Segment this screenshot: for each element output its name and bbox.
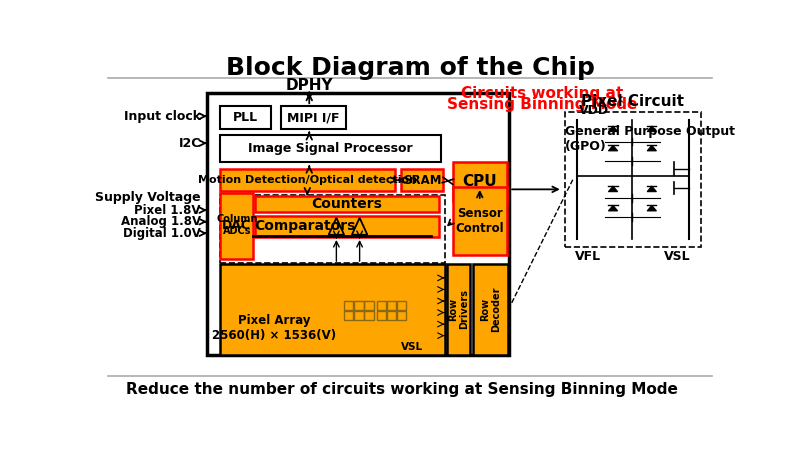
Text: SRAM: SRAM: [402, 174, 442, 187]
Text: Analog 1.8V: Analog 1.8V: [121, 215, 201, 228]
Text: VSL: VSL: [664, 250, 690, 263]
Text: Pixel 1.8V: Pixel 1.8V: [134, 204, 201, 217]
Text: Reduce the number of circuits working at Sensing Binning Mode: Reduce the number of circuits working at…: [126, 382, 678, 397]
Polygon shape: [647, 205, 657, 211]
Text: MIPI I/F: MIPI I/F: [287, 111, 340, 124]
Text: Motion Detection/Optical detection: Motion Detection/Optical detection: [198, 175, 417, 185]
FancyBboxPatch shape: [220, 169, 394, 191]
Polygon shape: [647, 145, 657, 151]
FancyBboxPatch shape: [453, 162, 507, 201]
Text: Counters: Counters: [311, 197, 382, 211]
Text: Column
ADCs: Column ADCs: [217, 214, 258, 236]
FancyBboxPatch shape: [281, 106, 346, 129]
Polygon shape: [609, 145, 618, 151]
Text: Row
Decoder: Row Decoder: [480, 287, 502, 332]
Text: Pixel Array
2560(H) × 1536(V): Pixel Array 2560(H) × 1536(V): [212, 314, 337, 342]
FancyBboxPatch shape: [255, 196, 438, 212]
FancyBboxPatch shape: [207, 93, 509, 355]
Text: DAC: DAC: [222, 219, 251, 233]
FancyBboxPatch shape: [473, 264, 509, 355]
Text: I2C: I2C: [178, 136, 201, 150]
FancyBboxPatch shape: [220, 136, 441, 162]
Text: General Purpose Output
(GPO): General Purpose Output (GPO): [565, 125, 735, 153]
FancyBboxPatch shape: [447, 264, 470, 355]
Polygon shape: [609, 205, 618, 211]
Text: Sensing Binning Mode: Sensing Binning Mode: [446, 97, 637, 112]
Text: PLL: PLL: [233, 111, 258, 124]
Polygon shape: [609, 186, 618, 192]
Text: VDD: VDD: [579, 104, 609, 116]
Text: Comparators: Comparators: [254, 219, 356, 233]
Text: Supply Voltage: Supply Voltage: [95, 191, 201, 203]
Text: Block Diagram of the Chip: Block Diagram of the Chip: [226, 56, 594, 80]
Text: Pixel Circuit: Pixel Circuit: [582, 94, 684, 109]
FancyBboxPatch shape: [453, 187, 507, 255]
FancyBboxPatch shape: [401, 169, 443, 191]
Polygon shape: [609, 126, 618, 131]
FancyBboxPatch shape: [220, 264, 445, 355]
Polygon shape: [647, 126, 657, 131]
Text: Input clock: Input clock: [124, 110, 201, 123]
FancyBboxPatch shape: [255, 216, 438, 237]
Text: CPU: CPU: [462, 174, 497, 189]
Text: Sensor
Control: Sensor Control: [455, 207, 504, 235]
Text: Circuits working at: Circuits working at: [461, 86, 623, 101]
Text: Row
Drivers: Row Drivers: [448, 289, 470, 329]
Text: DPHY: DPHY: [286, 78, 333, 93]
Text: VSL: VSL: [402, 342, 423, 352]
Text: Image Signal Processor: Image Signal Processor: [248, 142, 413, 156]
FancyBboxPatch shape: [565, 112, 701, 247]
FancyBboxPatch shape: [220, 193, 253, 258]
Polygon shape: [647, 186, 657, 192]
Text: Digital 1.0V: Digital 1.0V: [123, 227, 201, 240]
FancyBboxPatch shape: [220, 106, 270, 129]
Text: VFL: VFL: [575, 250, 602, 263]
